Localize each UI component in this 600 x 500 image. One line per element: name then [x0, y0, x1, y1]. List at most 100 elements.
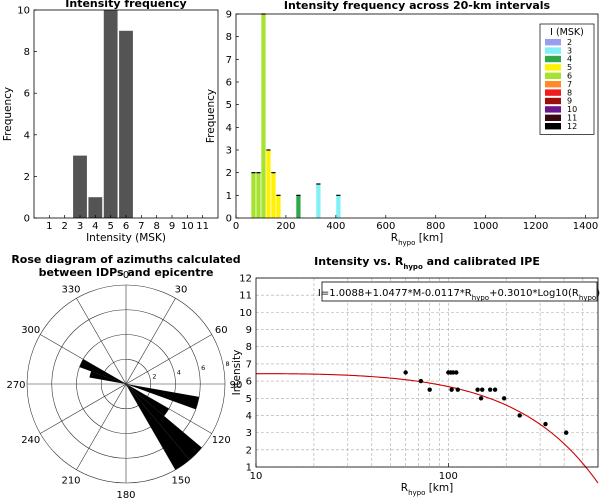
x-tick-label: 1 [46, 221, 52, 232]
angle-label: 90 [230, 380, 243, 391]
legend-swatch-12 [545, 123, 561, 130]
data-point-6 [454, 370, 459, 375]
data-point-16 [543, 421, 548, 427]
angle-label: 330 [61, 285, 80, 296]
y-tick-label: 6 [226, 78, 232, 89]
bar-interval-150 [271, 172, 276, 218]
legend-label-8: 8 [567, 88, 572, 97]
chart-title-main: Intensity vs. R [314, 255, 404, 268]
data-point-1 [418, 378, 424, 384]
x-tick-label: 7 [138, 221, 144, 232]
x-axis-label-main: R [391, 232, 398, 244]
data-point-15 [517, 413, 522, 418]
ring-label: 4 [177, 368, 181, 376]
bar-interval-130 [266, 150, 271, 218]
data-point-5 [451, 370, 456, 375]
legend-label-4: 4 [567, 55, 572, 64]
interval-frequency-panel: Intensity frequency across 20-km interva… [205, 0, 599, 247]
legend-swatch-3 [545, 47, 561, 54]
legend-title: I (MSK) [550, 27, 584, 38]
data-point-12 [487, 387, 493, 392]
x-tick-label: 400 [326, 221, 345, 232]
chart-title: Rose diagram of azimuths calculated [11, 253, 240, 266]
legend-swatch-10 [545, 106, 561, 113]
legend-swatch-5 [545, 64, 561, 71]
rose-diagram-panel: Rose diagram of azimuths calculatedbetwe… [6, 253, 242, 500]
y-tick-label: 9 [226, 10, 232, 21]
legend-swatch-7 [545, 81, 561, 88]
legend-swatch-2 [545, 39, 561, 46]
y-tick-label: 5 [246, 394, 252, 405]
x-axis-label: Intensity (MSK) [86, 232, 166, 244]
bar-intensity-5 [103, 10, 118, 218]
x-axis-label: Rhypo [km] [391, 232, 443, 247]
x-axis-label-subscript: hypo [408, 489, 425, 497]
bar-intensity-3 [73, 155, 87, 218]
chart-title-subscript: hypo [403, 263, 423, 271]
angle-label: 180 [116, 490, 135, 500]
y-tick-label: 10 [17, 6, 30, 17]
y-tick-label: 4 [246, 411, 252, 422]
y-tick-label: 2 [226, 168, 232, 179]
x-axis-label-unit: [km] [425, 482, 453, 494]
ring-label: 2 [152, 373, 156, 381]
bar-interval-110 [261, 14, 266, 218]
ring-label: 8 [225, 360, 229, 368]
y-tick-label: 7 [246, 359, 252, 370]
x-tick-label: 600 [376, 221, 395, 232]
legend-swatch-4 [545, 55, 561, 63]
x-axis-label-unit: [km] [415, 232, 443, 244]
y-tick-label: 4 [226, 123, 232, 134]
y-tick-label: 3 [246, 428, 252, 439]
rose-sector-285 [89, 371, 126, 384]
legend-label-6: 6 [567, 72, 572, 81]
y-tick-label: 4 [24, 130, 30, 141]
legend-label-10: 10 [567, 105, 577, 114]
bar-interval-70 [251, 172, 256, 218]
data-point-7 [449, 387, 454, 392]
data-point-8 [455, 387, 461, 392]
y-tick-label: 2 [24, 172, 30, 183]
rose-sector-135 [126, 384, 202, 460]
equation-box [321, 281, 598, 302]
y-tick-label: 10 [239, 308, 252, 319]
equation-subscript2: hypo [579, 294, 596, 302]
x-axis-label: Rhypo [km] [401, 482, 453, 497]
legend-swatch-11 [545, 114, 561, 121]
x-axis-label-main: R [401, 482, 408, 494]
x-tick-label: 1000 [473, 221, 498, 232]
x-tick-label: 10 [250, 471, 263, 482]
data-point-2 [427, 387, 432, 392]
bar-intensity-6 [119, 30, 133, 218]
y-tick-label: 8 [226, 32, 232, 43]
y-axis-label: Intensity [231, 350, 243, 396]
y-tick-label: 8 [24, 47, 30, 58]
x-tick-label: 0 [233, 221, 239, 232]
data-point-0 [403, 370, 408, 375]
x-axis-label-subscript: hypo [398, 239, 415, 247]
bar-interval-90 [256, 172, 261, 218]
angle-label: 120 [212, 435, 231, 446]
legend-label-7: 7 [567, 80, 572, 89]
y-axis-label: Frequency [205, 89, 217, 143]
x-tick-label: 11 [196, 221, 209, 232]
y-tick-label: 1 [226, 191, 232, 202]
y-tick-label: 8 [246, 342, 252, 353]
data-point-9 [475, 387, 480, 392]
angle-label: 30 [175, 285, 188, 296]
rose-sector-145 [126, 384, 190, 470]
x-tick-label: 2 [61, 221, 67, 232]
chart-title-rest: and calibrated IPE [423, 255, 540, 268]
angle-label: 0 [123, 270, 129, 281]
chart-title: Intensity frequency across 20-km interva… [284, 0, 551, 12]
intensity-vs-distance-panel: Intensity vs. Rhypo and calibrated IPEI=… [231, 255, 600, 497]
plot-frame [235, 13, 599, 219]
rose-sector-125 [126, 384, 169, 416]
x-tick-label: 6 [123, 221, 129, 232]
angle-label: 300 [21, 325, 40, 336]
y-tick-label: 1 [246, 463, 252, 474]
legend-label-2: 2 [567, 38, 572, 47]
y-tick-label: 12 [239, 274, 252, 285]
chart-title-line2: between IDPs and epicentre [39, 266, 214, 279]
y-tick-label: 6 [24, 89, 30, 100]
